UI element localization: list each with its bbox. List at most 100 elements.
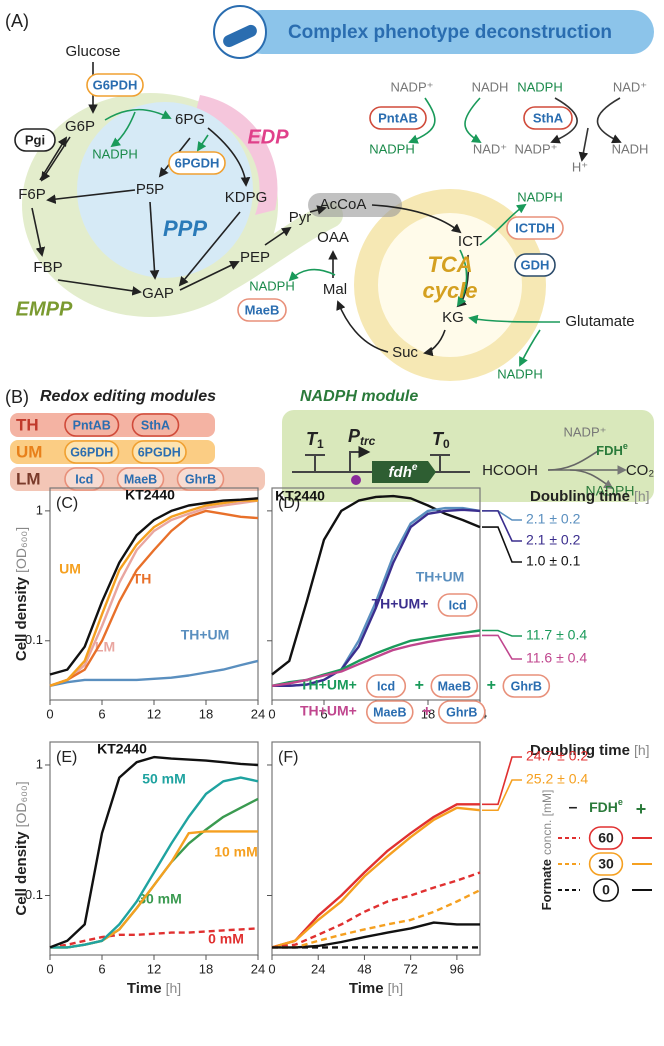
series-line: [49, 497, 259, 676]
pathway: EDP: [247, 126, 289, 148]
series-line: [49, 659, 259, 687]
x-tick-label: 12: [147, 706, 161, 721]
cofactor: NADH: [612, 141, 649, 156]
terminator-label-part: T: [306, 429, 319, 449]
x-tick-label: 24: [251, 706, 265, 721]
module-chip-box: [437, 593, 478, 617]
panel-label: (D): [278, 495, 300, 512]
promoter-label-part: P: [348, 426, 361, 446]
module-chip: GhrB: [511, 679, 542, 693]
pathway: PPP: [163, 216, 207, 241]
y-tick-label: 0.1: [25, 632, 43, 647]
y-tick-label: 1: [36, 756, 43, 771]
enzyme: PntAB: [378, 110, 418, 125]
module-chip-box: [502, 674, 551, 698]
pathway: TCA: [427, 252, 472, 277]
cofactor: NADPH: [92, 146, 138, 161]
terminator-label-part: T: [432, 429, 445, 449]
enzyme-part: e: [623, 441, 628, 451]
series-label: TH+UM: [416, 569, 465, 585]
connector: [482, 526, 522, 563]
enzyme: Pgi: [25, 132, 45, 147]
module-part-box: [64, 413, 120, 437]
panel-label: (C): [56, 495, 78, 512]
legend-level-box: [592, 878, 619, 902]
legend-level: 30: [598, 856, 614, 872]
legend-level: 0: [602, 882, 610, 898]
doubling-time: 25.2 ± 0.4: [526, 771, 588, 787]
x-tick-label: 96: [450, 961, 464, 976]
legend-level-box: [588, 826, 624, 850]
metabolite: KDPG: [225, 189, 268, 206]
promoter-label-part: trc: [360, 434, 376, 448]
doubling-title: Doubling time [h]: [530, 488, 650, 505]
series-line: [272, 508, 481, 687]
terminator-label: T1: [306, 429, 324, 451]
gene-arrow: [372, 461, 436, 483]
doubling-time: 24.7 ± 0.2: [526, 748, 588, 764]
x-axis-label-part: Time: [349, 980, 384, 997]
glycolysis-band: [167, 202, 343, 313]
metabolite: FBP: [33, 259, 62, 276]
y-axis-label-part: Cell density: [13, 576, 30, 661]
metabolite: GAP: [142, 285, 174, 302]
doubling-time: 11.6 ± 0.4: [526, 650, 587, 666]
doubling-title-part: [h]: [634, 742, 650, 758]
module-chip: Icd: [449, 598, 467, 612]
enzyme: MaeB: [245, 302, 280, 317]
series-label: UM: [59, 561, 81, 577]
doubling-time: 11.7 ± 0.4: [526, 627, 587, 643]
enzyme: 6PGDH: [175, 155, 220, 170]
legend-title-part: FDH: [589, 799, 618, 815]
enzyme: FDHe: [596, 441, 628, 458]
module-joiner: +: [487, 677, 496, 694]
metabolite: Suc: [392, 344, 418, 361]
legend-axis-label-part: Formate: [539, 859, 554, 910]
x-axis-label-part: [h]: [388, 980, 404, 996]
enzyme-box: [86, 73, 144, 97]
x-tick-label: 0: [268, 706, 275, 721]
series-line: [271, 806, 481, 949]
cofactor: NADP⁺: [515, 141, 558, 156]
module-part: SthA: [141, 418, 170, 432]
nadph-title: NADPH module: [300, 388, 418, 405]
metabolite: ICT: [458, 233, 482, 250]
metabolite: PEP: [240, 249, 270, 266]
banner-box: [240, 10, 654, 54]
cofactor-arrows: [104, 97, 561, 367]
metabolite: AcCoA: [320, 196, 367, 213]
enzyme-box: [514, 253, 556, 277]
gene-label: fdhe: [389, 462, 418, 481]
metabolite: P5P: [136, 181, 164, 198]
x-tick-label: 48: [357, 961, 371, 976]
rbs: [351, 475, 361, 485]
legend-level: 60: [598, 830, 614, 846]
cofactor: NAD⁺: [613, 79, 647, 94]
x-axis-label-part: [h]: [166, 980, 182, 996]
x-tick-label: 0: [46, 706, 53, 721]
doubling-time: 2.1 ± 0.2: [526, 511, 581, 527]
product: CO₂: [626, 462, 655, 479]
series-line: [49, 509, 259, 687]
x-tick-label: 6: [98, 961, 105, 976]
series-line: [271, 871, 481, 949]
enzyme-box: [168, 151, 226, 175]
module-chip: MaeB: [438, 679, 471, 693]
x-axis-label-part: Time: [127, 980, 162, 997]
module-part-box: [176, 467, 225, 491]
series-line: [49, 499, 258, 687]
x-tick-label: 12: [147, 961, 161, 976]
edp-region: [195, 95, 278, 215]
x-tick-label: 72: [403, 961, 417, 976]
series-label: TH+UM+: [300, 677, 357, 693]
banner-title: Complex phenotype deconstruction: [288, 22, 612, 43]
enzyme-part: FDH: [596, 443, 623, 458]
series-line: [49, 499, 259, 687]
metabolite: Glutamate: [565, 313, 634, 330]
gene-label-part: fdh: [389, 464, 412, 481]
module-part: G6PDH: [70, 445, 113, 459]
gene-label-part: e: [412, 462, 418, 473]
module-chip: MaeB: [373, 705, 406, 719]
